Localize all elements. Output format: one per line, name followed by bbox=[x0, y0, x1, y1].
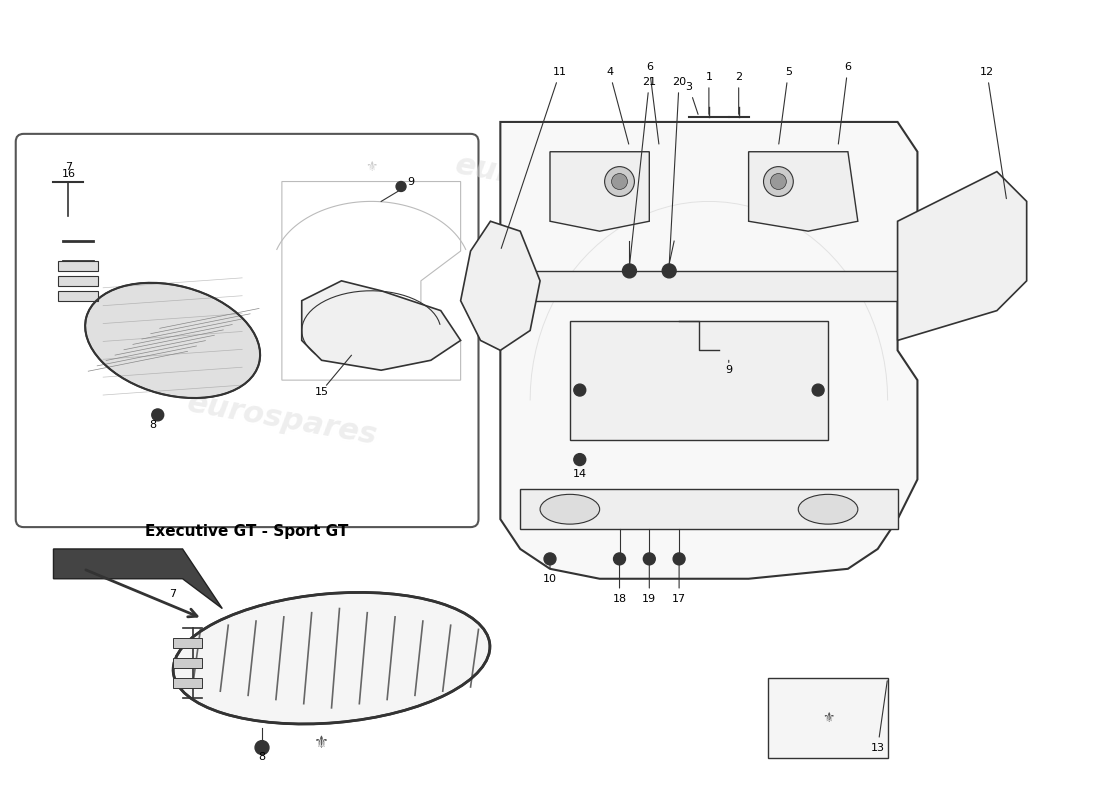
Text: 15: 15 bbox=[315, 387, 329, 397]
Text: 21: 21 bbox=[629, 78, 657, 263]
Text: ⚜: ⚜ bbox=[822, 710, 834, 725]
Bar bbox=[570, 321, 828, 440]
Bar bbox=[58, 276, 98, 286]
Text: 9: 9 bbox=[407, 177, 415, 186]
Text: 9: 9 bbox=[725, 360, 733, 375]
Text: 17: 17 bbox=[672, 562, 686, 604]
Text: 16: 16 bbox=[62, 169, 76, 178]
Text: 1: 1 bbox=[705, 72, 713, 114]
Polygon shape bbox=[898, 171, 1026, 341]
Bar bbox=[520, 490, 898, 529]
Circle shape bbox=[574, 454, 585, 466]
FancyBboxPatch shape bbox=[15, 134, 478, 527]
Circle shape bbox=[544, 553, 556, 565]
Text: 8: 8 bbox=[150, 420, 156, 430]
Text: 8: 8 bbox=[258, 753, 265, 762]
Ellipse shape bbox=[540, 494, 600, 524]
Circle shape bbox=[763, 166, 793, 197]
Text: Executive GT - Sport GT: Executive GT - Sport GT bbox=[145, 524, 349, 539]
Text: 18: 18 bbox=[613, 562, 627, 604]
Bar bbox=[58, 290, 98, 301]
Text: 14: 14 bbox=[573, 458, 587, 479]
Text: 20: 20 bbox=[669, 78, 686, 263]
Text: 10: 10 bbox=[543, 562, 557, 584]
Ellipse shape bbox=[799, 494, 858, 524]
Bar bbox=[173, 678, 202, 688]
Text: 4: 4 bbox=[606, 67, 629, 144]
Circle shape bbox=[614, 553, 626, 565]
Text: 12: 12 bbox=[980, 67, 1006, 198]
Ellipse shape bbox=[173, 593, 490, 724]
Text: eurospares: eurospares bbox=[452, 150, 648, 213]
Circle shape bbox=[152, 409, 164, 421]
Circle shape bbox=[644, 553, 656, 565]
Bar bbox=[520, 271, 898, 301]
Circle shape bbox=[812, 384, 824, 396]
Text: 6: 6 bbox=[646, 62, 659, 144]
Circle shape bbox=[770, 174, 786, 190]
Text: 6: 6 bbox=[838, 62, 851, 144]
Polygon shape bbox=[550, 152, 649, 231]
Text: 13: 13 bbox=[871, 681, 888, 753]
Circle shape bbox=[255, 741, 270, 754]
Polygon shape bbox=[54, 549, 222, 609]
Circle shape bbox=[623, 264, 637, 278]
Text: 7: 7 bbox=[169, 589, 176, 598]
Text: 11: 11 bbox=[502, 67, 566, 249]
Polygon shape bbox=[749, 152, 858, 231]
Circle shape bbox=[396, 182, 406, 191]
Polygon shape bbox=[301, 281, 461, 370]
Text: 2: 2 bbox=[735, 72, 743, 114]
Text: ⚜: ⚜ bbox=[365, 160, 377, 174]
Bar bbox=[173, 638, 202, 648]
Bar bbox=[769, 678, 888, 758]
Text: eurospares: eurospares bbox=[185, 389, 380, 451]
FancyArrowPatch shape bbox=[86, 570, 197, 617]
Ellipse shape bbox=[85, 283, 260, 398]
Circle shape bbox=[605, 166, 635, 197]
Text: ⚜: ⚜ bbox=[315, 734, 329, 752]
Circle shape bbox=[662, 264, 676, 278]
Bar bbox=[58, 261, 98, 271]
Text: eurospares: eurospares bbox=[651, 389, 846, 451]
Circle shape bbox=[673, 553, 685, 565]
Text: 19: 19 bbox=[642, 562, 657, 604]
Text: 7: 7 bbox=[65, 162, 72, 172]
Circle shape bbox=[612, 174, 627, 190]
Text: 3: 3 bbox=[685, 82, 698, 114]
Polygon shape bbox=[461, 222, 540, 350]
Bar bbox=[173, 658, 202, 668]
Polygon shape bbox=[500, 122, 917, 578]
Text: 5: 5 bbox=[779, 67, 792, 144]
Circle shape bbox=[574, 384, 585, 396]
